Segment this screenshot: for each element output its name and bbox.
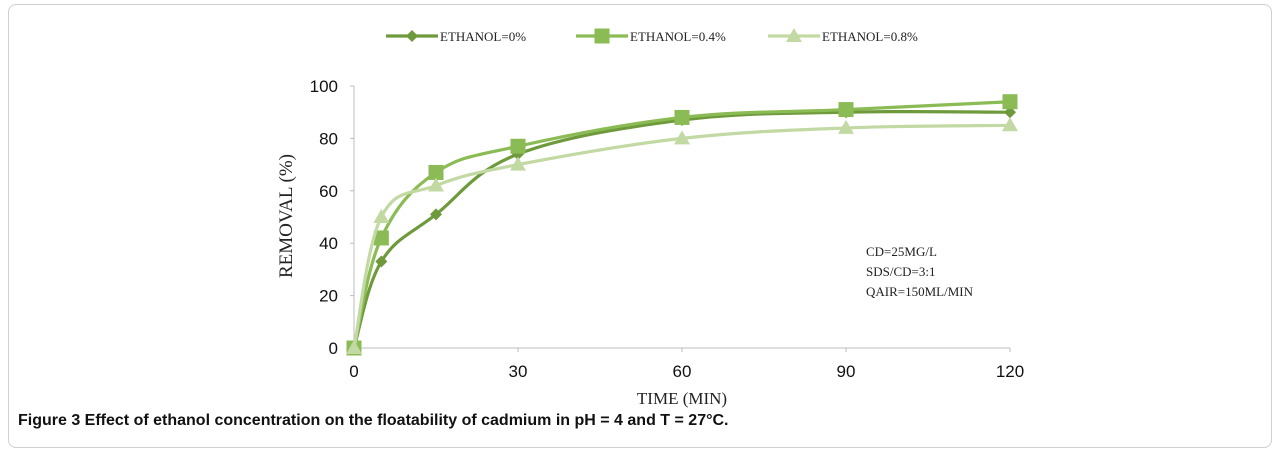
y-tick-label: 100 bbox=[310, 77, 338, 96]
legend-marker-triangle bbox=[786, 28, 802, 42]
figure-caption: Figure 3 Effect of ethanol concentration… bbox=[18, 412, 1258, 430]
legend-label: ETHANOL=0.8% bbox=[822, 29, 918, 44]
x-tick-label: 30 bbox=[509, 362, 528, 381]
data-point-square bbox=[373, 230, 389, 246]
data-point-square bbox=[674, 109, 690, 125]
annotation-sds: SDS/CD=3:1 bbox=[866, 264, 935, 279]
chart-legend: ETHANOL=0% ETHANOL=0.4% ETHANOL=0.8% bbox=[386, 28, 918, 44]
x-tick-label: 0 bbox=[349, 362, 358, 381]
data-point-triangle bbox=[428, 177, 444, 192]
data-point-triangle bbox=[346, 340, 362, 354]
legend-marker-square bbox=[594, 28, 610, 44]
data-point-triangle bbox=[373, 209, 390, 223]
y-tick-label: 0 bbox=[329, 339, 338, 358]
legend-item: ETHANOL=0% bbox=[386, 29, 526, 44]
line-chart: ETHANOL=0% ETHANOL=0.4% ETHANOL=0.8% 0 20 40… bbox=[276, 28, 1024, 408]
y-tick-label: 60 bbox=[319, 182, 338, 201]
legend-item: ETHANOL=0.4% bbox=[576, 28, 726, 44]
legend-marker-diamond bbox=[406, 30, 418, 42]
y-ticks: 0 20 40 60 80 100 bbox=[310, 77, 354, 358]
series-triangle bbox=[346, 117, 1018, 354]
y-axis-label: REMOVAL (%) bbox=[276, 154, 297, 278]
y-tick-label: 80 bbox=[319, 129, 338, 148]
annotation-qair: QAIR=150ML/MIN bbox=[866, 284, 974, 299]
caption-label: Figure 3 bbox=[18, 412, 81, 429]
x-tick-label: 60 bbox=[673, 362, 692, 381]
data-point-square bbox=[1002, 94, 1018, 110]
series-line bbox=[352, 123, 1011, 349]
caption-text: Effect of ethanol concentration on the f… bbox=[80, 412, 729, 429]
annotation-cd: CD=25MG/L bbox=[866, 244, 937, 259]
y-tick-label: 40 bbox=[319, 234, 338, 253]
series-line bbox=[352, 109, 1011, 349]
data-point-triangle bbox=[838, 119, 854, 134]
data-point-diamond bbox=[375, 255, 388, 268]
figure-frame bbox=[8, 4, 1272, 448]
data-point-triangle bbox=[674, 130, 690, 145]
legend-label: ETHANOL=0% bbox=[440, 29, 526, 44]
chart-series bbox=[346, 94, 1018, 356]
data-point-diamond bbox=[430, 208, 442, 221]
legend-item: ETHANOL=0.8% bbox=[768, 28, 918, 44]
x-tick-label: 120 bbox=[996, 362, 1024, 381]
legend-label: ETHANOL=0.4% bbox=[630, 29, 726, 44]
y-tick-label: 20 bbox=[319, 287, 338, 306]
x-ticks: 0 30 60 90 120 bbox=[349, 348, 1024, 381]
x-tick-label: 90 bbox=[837, 362, 856, 381]
data-point-square bbox=[838, 102, 854, 118]
data-point-square bbox=[428, 164, 444, 180]
data-point-triangle bbox=[1002, 117, 1018, 132]
chart-annotations: CD=25MG/L SDS/CD=3:1 QAIR=150ML/MIN bbox=[866, 244, 974, 299]
x-axis-label: TIME (MIN) bbox=[637, 389, 727, 408]
data-point-triangle bbox=[510, 156, 526, 171]
data-point-square bbox=[510, 138, 526, 154]
